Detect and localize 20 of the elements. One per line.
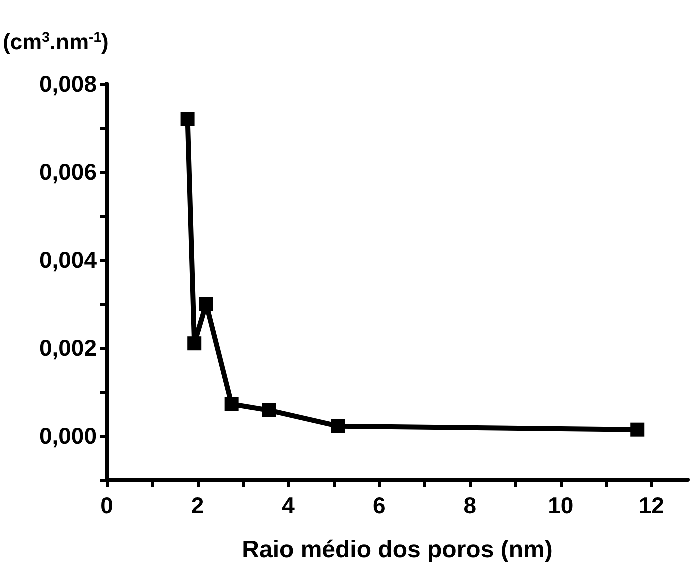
- x-tick-label: 8: [464, 492, 477, 518]
- x-tick-label: 6: [372, 492, 386, 518]
- point: [224, 397, 239, 412]
- x-tick-label: 12: [638, 492, 664, 518]
- y-tick-label: 0,004: [39, 247, 98, 273]
- x-axis-title: Raio médio dos poros (nm): [242, 536, 553, 564]
- y-tick-label: 0,002: [39, 335, 97, 361]
- point: [262, 403, 276, 418]
- x-tick-label: 2: [191, 492, 204, 518]
- x-tick-label: 10: [548, 492, 574, 518]
- point: [199, 297, 214, 311]
- point: [630, 422, 645, 437]
- point: [188, 336, 202, 351]
- y-tick-label: 0,000: [39, 423, 97, 449]
- y-tick-label: 0,006: [39, 159, 97, 185]
- x-tick-label: 0: [100, 492, 114, 518]
- point: [331, 419, 346, 434]
- x-tick-label: 4: [282, 492, 296, 518]
- y-tick-label: 0,008: [39, 71, 98, 97]
- point: [180, 112, 195, 126]
